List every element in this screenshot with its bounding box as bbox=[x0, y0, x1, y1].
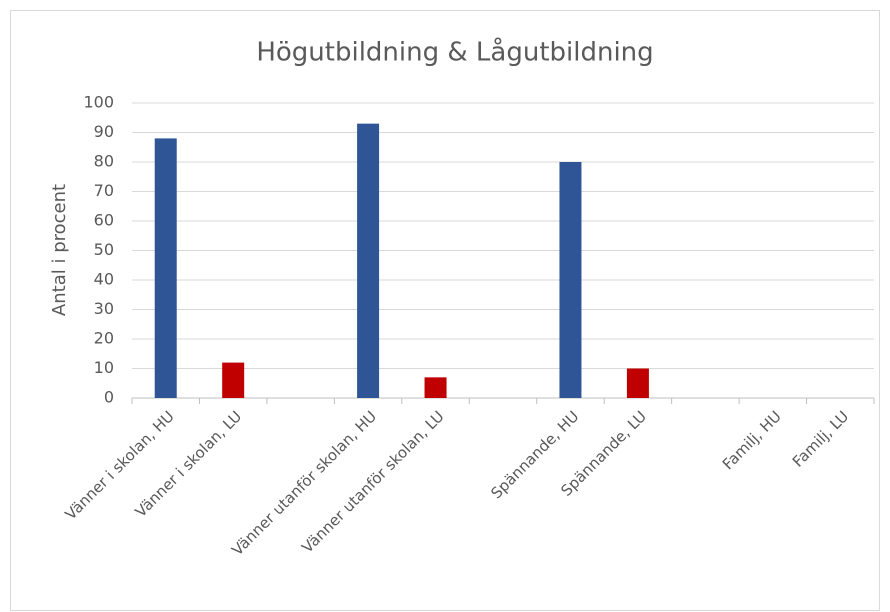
chart-frame bbox=[10, 10, 880, 611]
y-tick-label: 70 bbox=[94, 181, 114, 200]
y-tick-label: 20 bbox=[94, 329, 114, 348]
y-tick-label: 0 bbox=[104, 388, 114, 407]
bar bbox=[357, 123, 380, 399]
y-tick-label: 60 bbox=[94, 211, 114, 230]
bar bbox=[626, 368, 649, 398]
y-tick-label: 90 bbox=[94, 122, 114, 141]
y-tick-label: 10 bbox=[94, 358, 114, 377]
chart-title: Högutbildning & Lågutbildning bbox=[256, 37, 653, 68]
bar bbox=[222, 362, 245, 398]
y-tick-label: 30 bbox=[94, 299, 114, 318]
y-tick-label: 50 bbox=[94, 240, 114, 259]
bar bbox=[424, 377, 447, 398]
bar bbox=[559, 162, 582, 398]
y-tick-label: 100 bbox=[83, 93, 114, 112]
bar bbox=[154, 138, 177, 398]
y-axis-label: Antal i procent bbox=[49, 184, 70, 316]
y-tick-label: 40 bbox=[94, 270, 114, 289]
y-tick-label: 80 bbox=[94, 152, 114, 171]
